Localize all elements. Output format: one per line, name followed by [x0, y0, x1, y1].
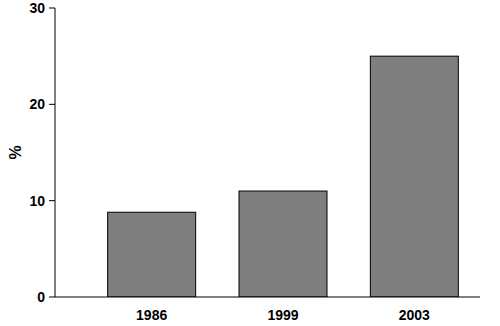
y-tick-label: 10	[29, 193, 45, 209]
y-axis-label: %	[7, 145, 24, 159]
x-tick-label: 1986	[136, 307, 167, 323]
y-tick	[49, 297, 55, 298]
y-tick-label: 30	[29, 0, 45, 16]
y-tick	[49, 104, 55, 105]
x-tick-label: 1999	[267, 307, 298, 323]
chart: 0 10 20 30 1986 1999 2003%	[0, 0, 500, 326]
y-tick	[49, 200, 55, 201]
bar	[108, 212, 196, 297]
bar	[370, 56, 458, 297]
y-tick-label: 0	[37, 289, 45, 305]
x-tick-label: 2003	[399, 307, 430, 323]
y-tick-label: 20	[29, 96, 45, 112]
y-tick	[49, 8, 55, 9]
bars	[108, 56, 459, 297]
x-axis	[55, 297, 480, 298]
y-axis	[55, 8, 56, 297]
bar	[239, 191, 327, 297]
